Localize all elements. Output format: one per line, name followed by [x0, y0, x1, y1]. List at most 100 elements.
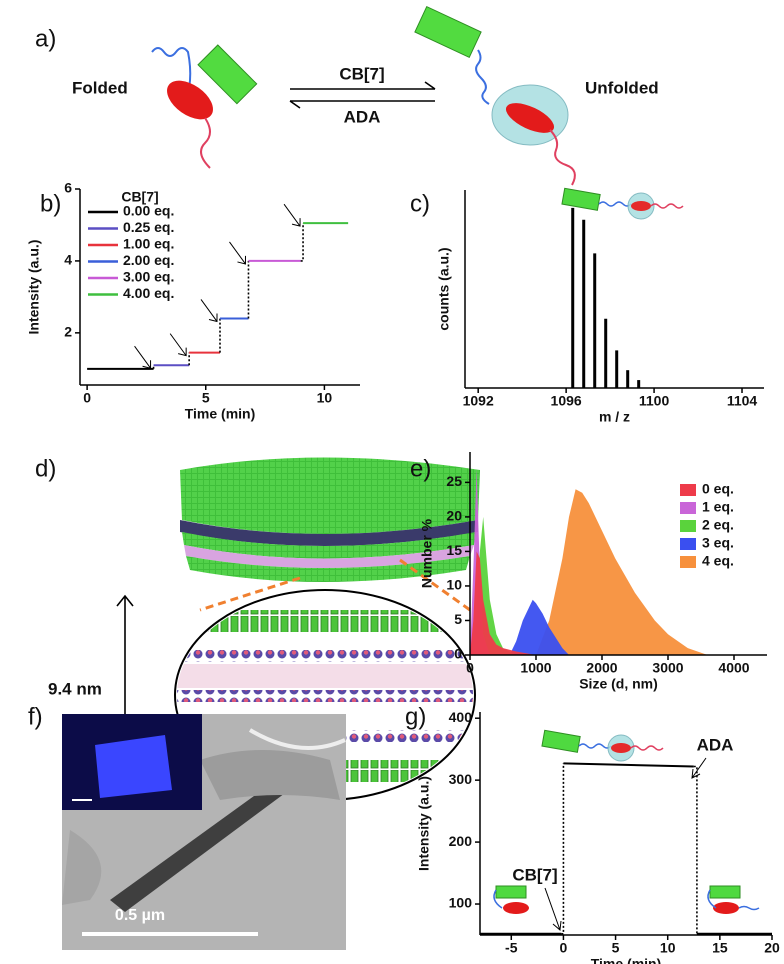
x-tick-label: 10 — [317, 390, 333, 406]
fiber — [110, 770, 300, 912]
sheet — [200, 750, 340, 800]
state-label: Folded — [72, 78, 128, 97]
x-tick-label: 3000 — [652, 660, 683, 676]
y-tick-label: 15 — [446, 542, 462, 558]
panel-label: c) — [410, 190, 430, 217]
legend-label: 1 eq. — [702, 499, 734, 515]
tail — [549, 129, 576, 186]
x-tick-label: 1104 — [727, 393, 758, 409]
x-axis-title: Time (min) — [591, 956, 662, 964]
x-axis-title: m / z — [599, 409, 630, 425]
sheet-layer — [182, 532, 476, 559]
panel-label: g) — [405, 703, 426, 730]
legend-swatch — [680, 538, 696, 550]
panel-label: d) — [35, 455, 56, 482]
pointer-arrow — [169, 333, 187, 357]
pointer-arrow — [229, 241, 246, 265]
x-axis-title: Size (d, nm) — [579, 676, 658, 692]
y-tick-label: 20 — [446, 508, 462, 524]
x-tick-label: 10 — [660, 940, 676, 956]
x-tick-label: 2000 — [586, 660, 617, 676]
sheet-layer — [180, 457, 480, 534]
legend-swatch — [680, 520, 696, 532]
state-label: Unfolded — [585, 78, 659, 97]
legend-swatch — [680, 556, 696, 568]
legend-label: 3 eq. — [702, 535, 734, 551]
x-tick-label: 1092 — [463, 393, 494, 409]
reagent-label: ADA — [344, 107, 381, 126]
host-domain — [414, 5, 482, 59]
arrow-forward — [290, 81, 436, 90]
x-tick-label: -5 — [505, 940, 518, 956]
sheet-layer — [180, 520, 478, 546]
annotation: CB[7] — [512, 865, 557, 884]
reagent-label: CB[7] — [339, 64, 384, 83]
panel-label: e) — [410, 455, 431, 482]
x-tick-label: 1000 — [520, 660, 551, 676]
molecule-inset — [541, 729, 664, 762]
y-tick-label: 2 — [64, 324, 72, 340]
x-tick-label: 4000 — [718, 660, 749, 676]
y-axis-title: Intensity (a.u.) — [26, 240, 42, 335]
tail — [200, 117, 211, 169]
annotation-arrow — [544, 887, 562, 931]
edge — [248, 728, 346, 750]
step-connector — [300, 223, 304, 262]
x-tick-label: 1100 — [639, 393, 670, 409]
host-domain — [197, 44, 258, 105]
area — [470, 551, 536, 655]
legend-swatch — [680, 484, 696, 496]
pointer-arrow — [134, 345, 152, 369]
y-axis-title: Intensity (a.u.) — [416, 776, 432, 871]
pointer-arrow — [283, 203, 301, 227]
legend-label: 4.00 eq. — [123, 285, 174, 301]
legend-label: 0.25 eq. — [123, 219, 174, 235]
legend-title: CB[7] — [121, 189, 158, 205]
legend-label: 0 eq. — [702, 481, 734, 497]
pointer-arrow — [200, 299, 218, 323]
panel-label: f) — [28, 703, 43, 730]
x-tick-label: 15 — [712, 940, 728, 956]
y-tick-label: 5 — [454, 611, 462, 627]
linker — [151, 47, 192, 107]
spacing-label: 9.4 nm — [48, 679, 102, 698]
molecule-inset — [561, 187, 684, 220]
folded-inset — [493, 885, 760, 914]
crystal — [95, 735, 172, 798]
y-tick-label: 6 — [64, 180, 72, 196]
linker — [475, 49, 490, 105]
panel-a: a) Folded CB[7] ADA Unfolded — [35, 5, 659, 186]
step-connector — [561, 763, 565, 935]
data-line — [480, 762, 772, 935]
legend-label: 3.00 eq. — [123, 269, 174, 285]
y-tick-label: 100 — [449, 895, 473, 911]
legend-swatch — [680, 502, 696, 514]
guest-domain — [505, 103, 555, 133]
area — [536, 489, 708, 655]
x-axis-title: Time (min) — [185, 406, 256, 422]
panel-label: b) — [40, 190, 61, 217]
legend-label: 1.00 eq. — [123, 236, 174, 252]
x-tick-label: 0 — [83, 390, 91, 406]
sheet-layer — [186, 556, 470, 582]
panel-f: f) 0.5 µm — [28, 703, 346, 950]
y-axis-title: counts (a.u.) — [436, 247, 452, 330]
x-tick-label: 5 — [202, 390, 210, 406]
y-tick-label: 25 — [446, 473, 462, 489]
panel-d: d) 9.4 nm — [35, 455, 480, 801]
y-axis-title: Number % — [419, 518, 435, 588]
x-tick-label: 20 — [764, 940, 780, 956]
annotation: ADA — [697, 735, 734, 754]
y-tick-label: 300 — [449, 771, 473, 787]
x-tick-label: 0 — [560, 940, 568, 956]
sheet — [62, 830, 102, 905]
legend-label: 4 eq. — [702, 553, 734, 569]
x-tick-label: 5 — [612, 940, 620, 956]
annotation-arrow — [691, 757, 707, 779]
legend-label: 0.00 eq. — [123, 203, 174, 219]
y-tick-label: 400 — [449, 709, 473, 725]
y-tick-label: 4 — [64, 252, 72, 268]
x-tick-label: 1096 — [551, 393, 582, 409]
x-tick-label: 0 — [466, 660, 474, 676]
